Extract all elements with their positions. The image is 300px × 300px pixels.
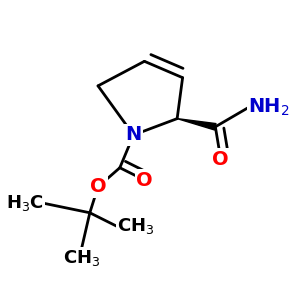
Text: N: N <box>125 125 142 145</box>
Text: O: O <box>136 170 153 190</box>
Text: O: O <box>212 150 229 169</box>
Polygon shape <box>177 118 216 130</box>
Text: CH$_3$: CH$_3$ <box>117 216 154 236</box>
Text: NH$_2$: NH$_2$ <box>248 97 290 118</box>
Text: CH$_3$: CH$_3$ <box>63 248 100 268</box>
Text: H$_3$C: H$_3$C <box>6 193 44 213</box>
Text: O: O <box>90 177 106 196</box>
